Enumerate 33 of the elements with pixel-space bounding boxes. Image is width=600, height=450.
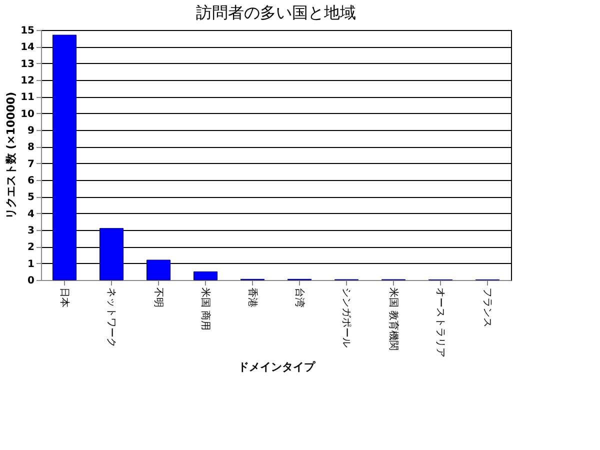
bar [100, 228, 124, 280]
x-tick-label: フランス [482, 288, 492, 328]
x-tick-label: オーストラリア [434, 288, 446, 358]
bar [52, 34, 76, 280]
bar [146, 260, 170, 280]
y-tick-label: 15 [20, 26, 35, 36]
x-tick-label: シンガポール [340, 288, 352, 348]
chart-title: 訪問者の多い国と地域 [196, 3, 356, 22]
x-tick-label: ネットワーク [106, 288, 116, 348]
y-tick-label: 5 [28, 192, 35, 204]
y-tick-label: 13 [20, 58, 35, 70]
x-tick-label: 香港 [246, 288, 258, 308]
y-tick-label: 11 [20, 92, 35, 104]
bar [194, 271, 218, 280]
y-tick-label: 2 [28, 242, 35, 254]
x-axis-title: ドメインタイプ [238, 360, 316, 374]
y-tick-label: 3 [28, 226, 35, 236]
y-tick-label: 4 [28, 208, 35, 220]
y-tick-label: 7 [28, 158, 35, 170]
x-tick-label: 台湾 [294, 288, 306, 308]
y-tick-label: 6 [28, 176, 35, 186]
x-tick-label: 不明 [152, 288, 164, 308]
y-axis-title: リクエスト数 (×10000) [4, 92, 18, 220]
y-tick-label: 14 [20, 42, 35, 54]
x-tick-label: 米国 教育機関 [388, 288, 400, 351]
y-tick-label: 0 [28, 276, 35, 286]
y-tick-label: 8 [28, 142, 35, 154]
x-tick-label: 日本 [58, 288, 70, 308]
y-tick-label: 10 [20, 108, 35, 120]
y-tick-label: 9 [28, 126, 35, 136]
y-tick-label: 1 [28, 258, 35, 270]
x-tick-label: 米国 商用 [200, 288, 212, 331]
y-tick-label: 12 [20, 76, 35, 86]
